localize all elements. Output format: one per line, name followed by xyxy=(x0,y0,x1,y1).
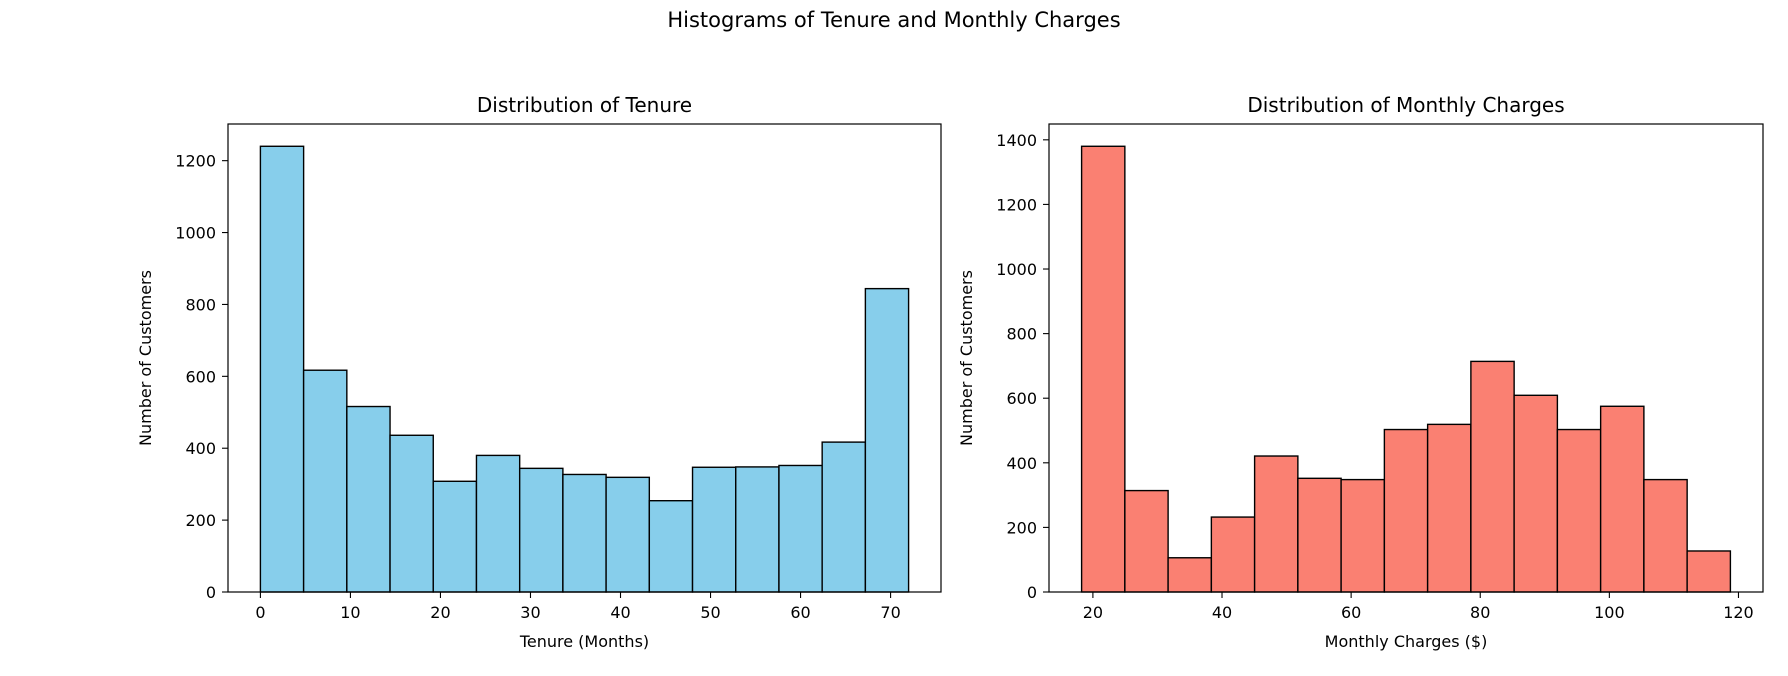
y-tick-label: 0 xyxy=(1027,583,1037,602)
histogram-bar xyxy=(1167,557,1213,593)
x-axis-label: Tenure (Months) xyxy=(519,632,649,651)
x-tick-label: 10 xyxy=(340,603,360,622)
y-tick-label: 600 xyxy=(1006,389,1037,408)
histogram-bar xyxy=(1080,145,1126,593)
x-tick-label: 20 xyxy=(430,603,450,622)
x-tick-label: 0 xyxy=(255,603,265,622)
histogram-bar xyxy=(1297,477,1342,593)
histogram-bar xyxy=(1556,428,1602,593)
x-tick-label: 20 xyxy=(1083,603,1103,622)
x-tick-label: 50 xyxy=(700,603,720,622)
histogram-bar xyxy=(648,500,694,593)
x-tick-label: 120 xyxy=(1723,603,1754,622)
x-tick-label: 40 xyxy=(610,603,630,622)
histogram-bar xyxy=(1686,550,1732,593)
y-tick-label: 0 xyxy=(206,583,216,602)
x-tick-label: 40 xyxy=(1212,603,1232,622)
histogram-bar xyxy=(1470,360,1515,593)
histogram-bar xyxy=(605,476,651,593)
histogram-bar xyxy=(1599,405,1645,593)
tenure-histogram: 0 10 20 30 40 50 60 70 0 200 400 600 800 1000 1200 Dist… xyxy=(136,93,942,651)
y-tick-label: 1000 xyxy=(996,260,1037,279)
x-tick-label: 60 xyxy=(1341,603,1361,622)
histogram-bar xyxy=(562,473,607,593)
histogram-bar xyxy=(864,287,910,593)
y-tick-label: 200 xyxy=(1006,518,1037,537)
histogram-bar xyxy=(432,480,478,593)
y-tick-label: 800 xyxy=(1006,325,1037,344)
y-tick-label: 1400 xyxy=(996,131,1037,150)
histogram-bar xyxy=(302,369,348,593)
y-tick-label: 600 xyxy=(185,367,216,386)
subplot-title: Distribution of Tenure xyxy=(477,93,692,117)
y-tick-label: 1000 xyxy=(175,224,216,243)
subplot-title: Distribution of Monthly Charges xyxy=(1247,93,1564,117)
y-tick-label: 1200 xyxy=(996,195,1037,214)
histogram-bar xyxy=(1210,516,1256,593)
histogram-bar xyxy=(346,405,391,593)
y-tick-label: 200 xyxy=(185,511,216,530)
axes-frame xyxy=(227,123,942,593)
histogram-bar xyxy=(389,434,434,593)
histogram-bar xyxy=(821,441,867,593)
figure-title: Histograms of Tenure and Monthly Charges xyxy=(667,8,1121,32)
monthly-charges-histogram: 20 40 60 80 100 1200200400600800100012001400D… xyxy=(957,93,1764,651)
y-tick-label: 400 xyxy=(1006,454,1037,473)
axes-frame xyxy=(1048,123,1764,593)
y-tick-label: 400 xyxy=(185,439,216,458)
y-axis-label: Number of Customers xyxy=(957,270,976,446)
histogram-bar xyxy=(1643,478,1688,593)
x-tick-label: 30 xyxy=(520,603,540,622)
histogram-bar xyxy=(691,466,737,593)
histogram-bar xyxy=(1340,478,1386,593)
x-tick-label: 100 xyxy=(1594,603,1625,622)
histogram-bar xyxy=(1124,489,1169,593)
histogram-bar xyxy=(735,466,780,593)
histogram-bar xyxy=(1426,423,1472,593)
histogram-bar xyxy=(1383,428,1429,593)
x-tick-label: 70 xyxy=(880,603,900,622)
y-axis-label: Number of Customers xyxy=(136,270,155,446)
histogram-bar xyxy=(1253,455,1299,593)
y-tick-label: 800 xyxy=(185,295,216,314)
histogram-bar xyxy=(1513,394,1559,593)
histogram-bar xyxy=(259,145,305,593)
x-axis-label: Monthly Charges ($) xyxy=(1325,632,1488,651)
histogram-bar xyxy=(475,454,521,593)
x-tick-label: 60 xyxy=(790,603,810,622)
histogram-bar xyxy=(778,464,823,593)
y-tick-label: 1200 xyxy=(175,152,216,171)
x-tick-label: 80 xyxy=(1470,603,1490,622)
histogram-bar xyxy=(518,467,564,593)
